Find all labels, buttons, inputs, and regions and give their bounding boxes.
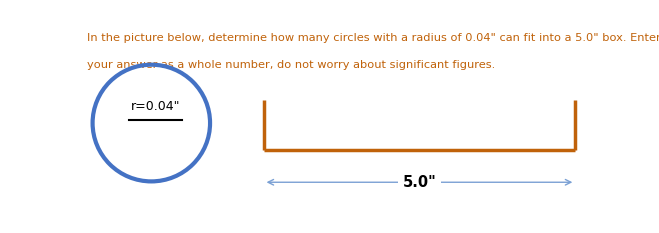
Text: 5.0": 5.0" [403,175,436,190]
Text: r=0.04": r=0.04" [130,100,180,113]
Text: your answer as a whole number, do not worry about significant figures.: your answer as a whole number, do not wo… [88,60,496,70]
Text: In the picture below, determine how many circles with a radius of 0.04" can fit : In the picture below, determine how many… [88,33,659,43]
